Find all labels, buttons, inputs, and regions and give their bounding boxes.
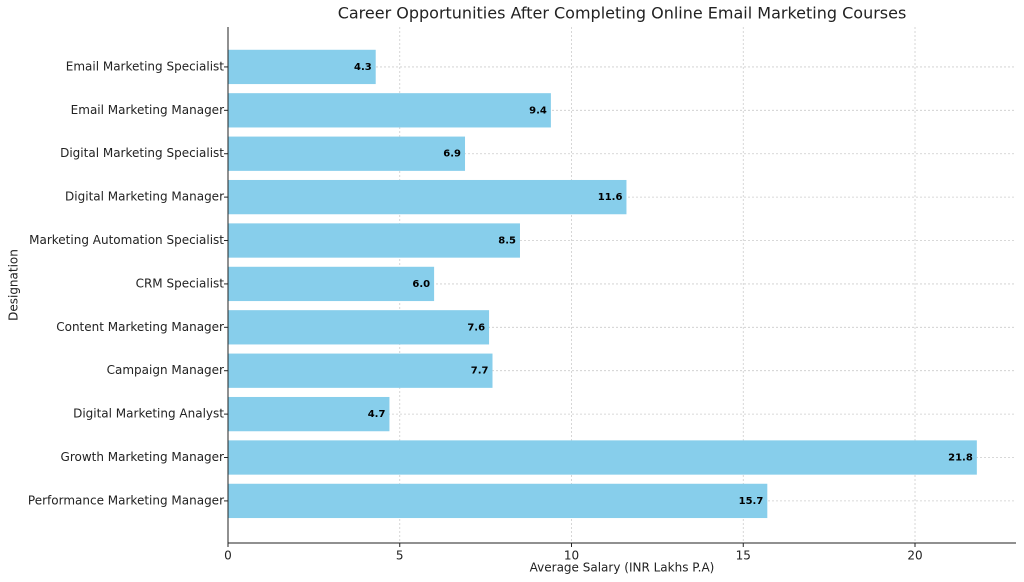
y-tick-label: Email Marketing Manager [71, 103, 224, 117]
bar [228, 93, 551, 128]
bar [228, 223, 520, 258]
x-tick-label: 0 [224, 549, 232, 563]
bar [228, 179, 627, 215]
y-tick-label: Email Marketing Specialist [66, 59, 225, 73]
value-label: 4.7 [368, 409, 386, 420]
value-label: 15.7 [739, 496, 764, 507]
value-label: 9.4 [529, 105, 547, 116]
bar [228, 310, 490, 345]
x-tick-label: 20 [907, 549, 922, 563]
value-label: 21.8 [948, 453, 973, 464]
bar [228, 266, 435, 302]
bar [228, 353, 493, 388]
value-label: 8.5 [498, 236, 516, 247]
y-tick-label: Digital Marketing Specialist [60, 146, 224, 160]
value-label: 6.9 [443, 149, 461, 160]
chart-title: Career Opportunities After Completing On… [338, 4, 907, 23]
value-label: 4.3 [354, 62, 372, 73]
value-label: 7.6 [467, 322, 485, 333]
x-tick-label: 15 [736, 549, 751, 563]
y-axis-label: Designation [7, 249, 21, 321]
y-tick-label: Digital Marketing Analyst [73, 407, 224, 421]
value-label: 6.0 [412, 279, 430, 290]
bar [228, 440, 977, 475]
y-tick-label: Growth Marketing Manager [61, 450, 225, 464]
x-tick-label: 5 [396, 549, 404, 563]
x-axis-label: Average Salary (INR Lakhs P.A) [530, 561, 715, 575]
value-label: 7.7 [471, 366, 489, 377]
y-tick-label: Campaign Manager [107, 363, 224, 377]
bar [228, 483, 768, 519]
bar [228, 49, 376, 85]
y-tick-label: Content Marketing Manager [56, 320, 224, 334]
value-label: 11.6 [598, 192, 623, 203]
y-tick-label: Digital Marketing Manager [65, 190, 224, 204]
y-tick-label: Performance Marketing Manager [28, 493, 224, 507]
x-tick-label: 10 [564, 549, 579, 563]
bar [228, 396, 390, 432]
bar [228, 136, 466, 171]
y-tick-label: Marketing Automation Specialist [29, 233, 224, 247]
y-tick-label: CRM Specialist [136, 276, 225, 290]
